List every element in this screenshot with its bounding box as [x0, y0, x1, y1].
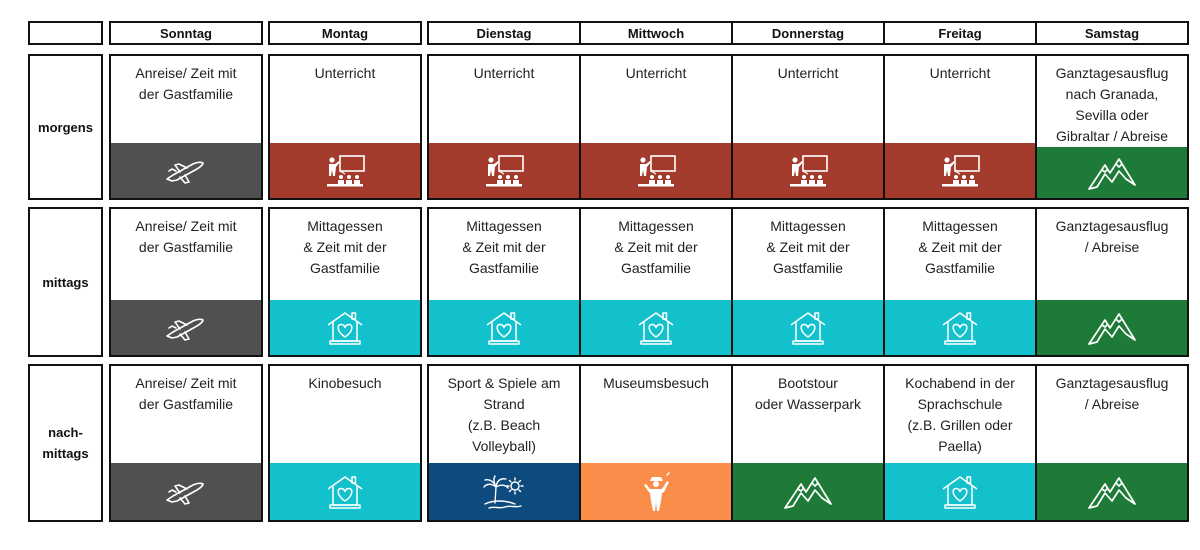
activity-color-band — [581, 300, 731, 355]
schedule-cell-donnerstag-2: Bootstour oder Wasserpark — [731, 364, 885, 522]
activity-color-band — [733, 143, 883, 198]
corner-header-cell — [28, 21, 103, 45]
schedule-cell-freitag-0: Unterricht — [883, 54, 1037, 200]
mountain-icon — [1086, 310, 1138, 346]
activity-color-band — [885, 463, 1035, 520]
row-label-text: nach- mittags — [42, 425, 89, 461]
schedule-cell-freitag-2: Kochabend in der Sprachschule (z.B. Gril… — [883, 364, 1037, 522]
house-heart-icon — [940, 473, 980, 511]
museum-person-icon — [639, 471, 673, 513]
activity-color-band — [581, 143, 731, 198]
mountain-icon — [782, 474, 834, 510]
activity-color-band — [885, 143, 1035, 198]
day-header-samstag: Samstag — [1035, 21, 1189, 45]
activity-text: Anreise/ Zeit mit der Gastfamilie — [135, 218, 237, 255]
activity-color-band — [270, 300, 420, 355]
activity-color-band — [1037, 463, 1187, 520]
house-heart-icon — [636, 309, 676, 347]
row-label-0: morgens — [28, 54, 103, 200]
activity-color-band — [885, 300, 1035, 355]
activity-text: Mittagessen & Zeit mit der Gastfamilie — [462, 218, 546, 276]
schedule-cell-samstag-1: Ganztagesausflug / Abreise — [1035, 207, 1189, 357]
activity-text: Anreise/ Zeit mit der Gastfamilie — [135, 375, 237, 412]
schedule-cell-montag-0: Unterricht — [268, 54, 422, 200]
day-header-montag: Montag — [268, 21, 422, 45]
schedule-cell-montag-2: Kinobesuch — [268, 364, 422, 522]
activity-text: Kochabend in der Sprachschule (z.B. Gril… — [905, 375, 1015, 454]
row-label-1: mittags — [28, 207, 103, 357]
row-label-text: morgens — [38, 119, 93, 135]
row-label-text: mittags — [42, 274, 89, 290]
schedule-cell-mittwoch-1: Mittagessen & Zeit mit der Gastfamilie — [579, 207, 733, 357]
activity-text: Kinobesuch — [308, 375, 382, 391]
activity-text: Mittagessen & Zeit mit der Gastfamilie — [303, 218, 387, 276]
activity-text: Unterricht — [777, 65, 839, 81]
day-header-freitag: Freitag — [883, 21, 1037, 45]
row-label-2: nach- mittags — [28, 364, 103, 522]
activity-text: Museumsbesuch — [603, 375, 709, 391]
schedule-cell-samstag-2: Ganztagesausflug / Abreise — [1035, 364, 1189, 522]
activity-text: Ganztagesausflug nach Granada, Sevilla o… — [1055, 65, 1169, 144]
activity-color-band — [111, 300, 261, 355]
activity-text: Sport & Spiele am Strand (z.B. Beach Vol… — [447, 375, 561, 454]
schedule-cell-mittwoch-0: Unterricht — [579, 54, 733, 200]
activity-color-band — [581, 463, 731, 520]
schedule-cell-sonntag-2: Anreise/ Zeit mit der Gastfamilie — [109, 364, 263, 522]
activity-text: Unterricht — [929, 65, 991, 81]
house-heart-icon — [484, 309, 524, 347]
house-heart-icon — [325, 309, 365, 347]
activity-text: Mittagessen & Zeit mit der Gastfamilie — [766, 218, 850, 276]
classroom-teacher-icon — [938, 154, 982, 188]
schedule-cell-dienstag-2: Sport & Spiele am Strand (z.B. Beach Vol… — [427, 364, 581, 522]
airplane-icon — [163, 313, 209, 343]
activity-text: Unterricht — [625, 65, 687, 81]
classroom-teacher-icon — [323, 154, 367, 188]
schedule-cell-sonntag-1: Anreise/ Zeit mit der Gastfamilie — [109, 207, 263, 357]
house-heart-icon — [940, 309, 980, 347]
activity-text: Ganztagesausflug / Abreise — [1055, 218, 1169, 255]
mountain-icon — [1086, 155, 1138, 191]
activity-text: Mittagessen & Zeit mit der Gastfamilie — [918, 218, 1002, 276]
activity-color-band — [1037, 147, 1187, 198]
day-header-mittwoch: Mittwoch — [579, 21, 733, 45]
activity-color-band — [270, 463, 420, 520]
activity-text: Unterricht — [314, 65, 376, 81]
day-header-donnerstag: Donnerstag — [731, 21, 885, 45]
airplane-icon — [163, 477, 209, 507]
day-header-sonntag: Sonntag — [109, 21, 263, 45]
classroom-teacher-icon — [482, 154, 526, 188]
schedule-cell-donnerstag-0: Unterricht — [731, 54, 885, 200]
activity-color-band — [1037, 300, 1187, 355]
schedule-cell-sonntag-0: Anreise/ Zeit mit der Gastfamilie — [109, 54, 263, 200]
activity-color-band — [111, 143, 261, 198]
airplane-icon — [163, 156, 209, 186]
schedule-cell-dienstag-1: Mittagessen & Zeit mit der Gastfamilie — [427, 207, 581, 357]
day-header-dienstag: Dienstag — [427, 21, 581, 45]
house-heart-icon — [788, 309, 828, 347]
activity-text: Anreise/ Zeit mit der Gastfamilie — [135, 65, 237, 102]
schedule-cell-donnerstag-1: Mittagessen & Zeit mit der Gastfamilie — [731, 207, 885, 357]
classroom-teacher-icon — [634, 154, 678, 188]
schedule-cell-mittwoch-2: Museumsbesuch — [579, 364, 733, 522]
activity-color-band — [733, 300, 883, 355]
activity-color-band — [733, 463, 883, 520]
activity-color-band — [429, 463, 579, 520]
activity-text: Unterricht — [473, 65, 535, 81]
activity-color-band — [429, 143, 579, 198]
activity-text: Bootstour oder Wasserpark — [754, 375, 862, 412]
schedule-cell-samstag-0: Ganztagesausflug nach Granada, Sevilla o… — [1035, 54, 1189, 200]
schedule-cell-dienstag-0: Unterricht — [427, 54, 581, 200]
activity-text: Mittagessen & Zeit mit der Gastfamilie — [614, 218, 698, 276]
classroom-teacher-icon — [786, 154, 830, 188]
schedule-cell-montag-1: Mittagessen & Zeit mit der Gastfamilie — [268, 207, 422, 357]
activity-color-band — [429, 300, 579, 355]
house-heart-icon — [325, 473, 365, 511]
beach-palm-icon — [481, 473, 527, 511]
activity-text: Ganztagesausflug / Abreise — [1055, 375, 1169, 412]
activity-color-band — [270, 143, 420, 198]
mountain-icon — [1086, 474, 1138, 510]
schedule-cell-freitag-1: Mittagessen & Zeit mit der Gastfamilie — [883, 207, 1037, 357]
activity-color-band — [111, 463, 261, 520]
